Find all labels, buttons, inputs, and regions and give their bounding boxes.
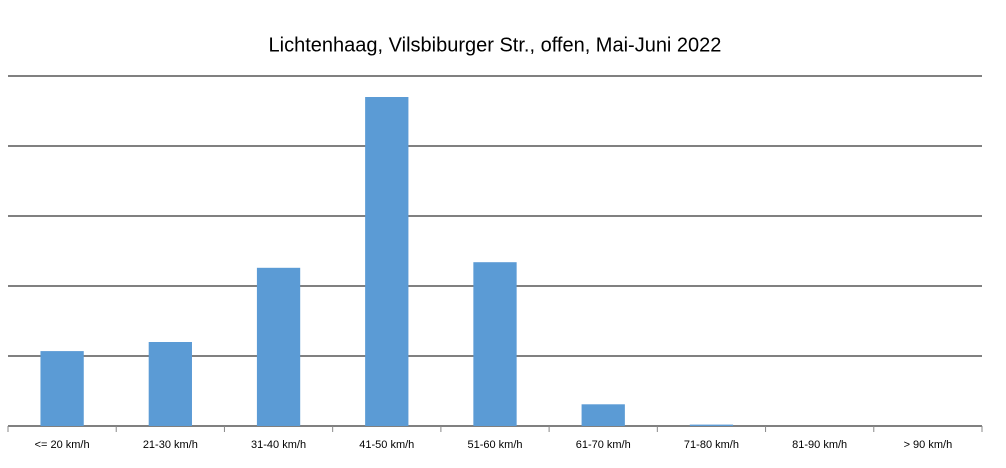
bar: [365, 97, 409, 426]
bar: [256, 267, 301, 426]
x-tick-label: 31-40 km/h: [251, 439, 306, 451]
bar: [40, 351, 84, 426]
x-tick-label: 71-80 km/h: [684, 439, 739, 451]
bar: [473, 262, 517, 426]
x-tick-label: 51-60 km/h: [467, 439, 522, 451]
x-tick-label: 61-70 km/h: [576, 439, 631, 451]
bar: [581, 404, 625, 426]
chart-title: Lichtenhaag, Vilsbiburger Str., offen, M…: [269, 34, 722, 56]
bar: [148, 342, 192, 426]
x-tick-label: <= 20 km/h: [35, 439, 90, 451]
x-tick-label: 81-90 km/h: [792, 439, 847, 451]
x-tick-label: 21-30 km/h: [143, 439, 198, 451]
bar: [689, 424, 734, 426]
x-tick-label: 41-50 km/h: [359, 439, 414, 451]
x-tick-label: > 90 km/h: [904, 439, 953, 451]
